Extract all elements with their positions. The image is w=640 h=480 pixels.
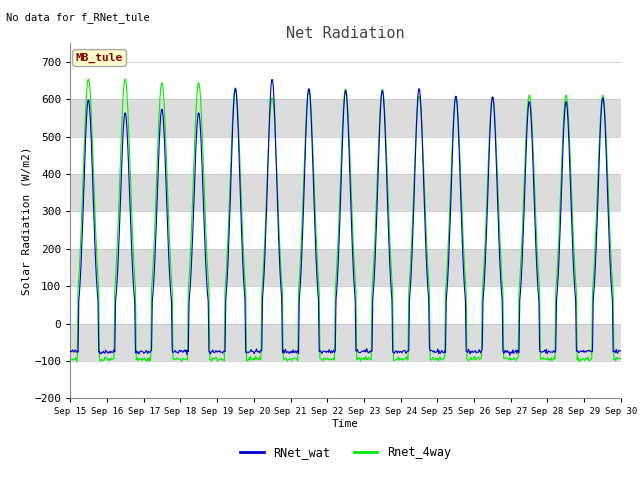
RNet_wat bbox=[218, 349, 226, 355]
Line: RNet_wat: RNet_wat bbox=[70, 80, 621, 355]
X-axis label: Time: Time bbox=[332, 419, 359, 429]
Rnet_4way bbox=[84, 76, 92, 82]
RNet_wat bbox=[67, 348, 74, 354]
Bar bbox=[70, 99, 621, 137]
RNet_wat bbox=[429, 349, 437, 355]
Rnet_4way bbox=[617, 356, 625, 361]
Rnet_4way bbox=[67, 357, 74, 363]
Bar bbox=[70, 249, 621, 286]
Rnet_4way bbox=[73, 359, 81, 365]
RNet_wat bbox=[617, 348, 625, 354]
RNet_wat bbox=[189, 227, 196, 233]
Title: Net Radiation: Net Radiation bbox=[286, 25, 405, 41]
Line: Rnet_4way: Rnet_4way bbox=[70, 79, 621, 362]
RNet_wat bbox=[77, 276, 84, 281]
Rnet_4way bbox=[191, 146, 198, 152]
Bar bbox=[70, 174, 621, 212]
RNet_wat bbox=[506, 352, 514, 358]
Rnet_4way bbox=[77, 228, 85, 234]
Bar bbox=[70, 324, 621, 361]
RNet_wat bbox=[413, 106, 421, 111]
Rnet_4way bbox=[134, 356, 142, 361]
RNet_wat bbox=[268, 77, 276, 83]
Rnet_4way bbox=[414, 98, 422, 104]
Legend: RNet_wat, Rnet_4way: RNet_wat, Rnet_4way bbox=[236, 441, 456, 464]
Y-axis label: Solar Radiation (W/m2): Solar Radiation (W/m2) bbox=[22, 146, 31, 295]
Text: No data for f_RNet_tule: No data for f_RNet_tule bbox=[6, 12, 150, 23]
Rnet_4way bbox=[430, 357, 438, 363]
Rnet_4way bbox=[220, 357, 227, 363]
RNet_wat bbox=[133, 350, 141, 356]
Text: MB_tule: MB_tule bbox=[76, 53, 123, 63]
